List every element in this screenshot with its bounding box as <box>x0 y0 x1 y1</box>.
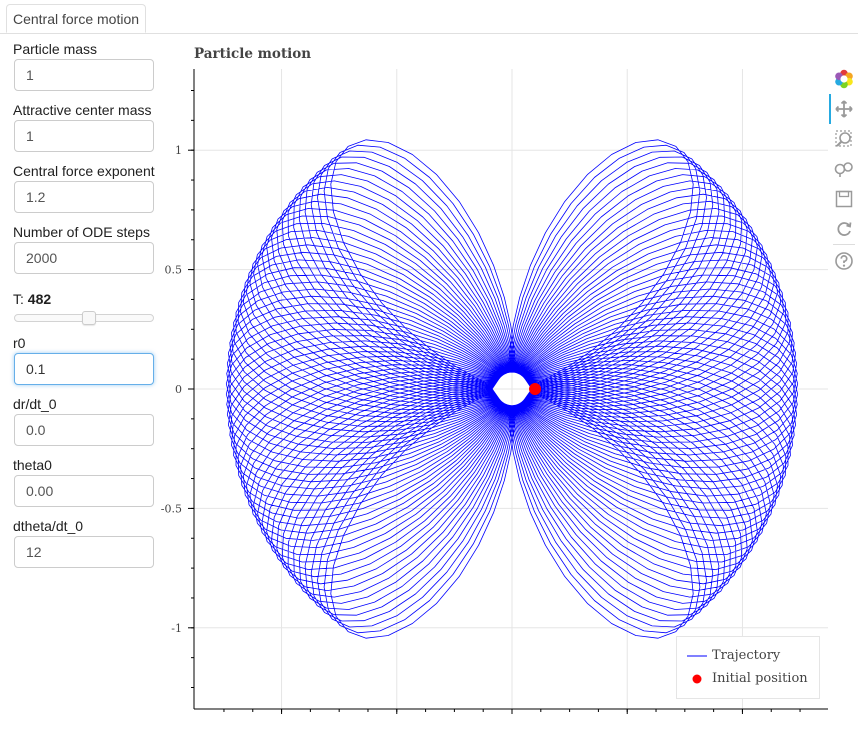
t-slider-value: 482 <box>27 291 52 307</box>
wheel-zoom-tool[interactable] <box>829 154 859 184</box>
legend-line-swatch <box>687 655 707 657</box>
help-icon <box>835 252 853 270</box>
tab-bar: Central force motion <box>0 0 862 34</box>
ode-steps-field: Number of ODE steps <box>13 221 155 282</box>
particle-mass-label: Particle mass <box>13 41 98 57</box>
y-tick-label: -1 <box>171 622 182 635</box>
r0-input[interactable] <box>14 353 154 385</box>
box-zoom-icon <box>835 130 852 147</box>
r0-field: r0 <box>13 332 155 393</box>
bokeh-logo-tool[interactable] <box>829 64 859 94</box>
initial-position-layer <box>529 383 542 395</box>
reset-tool[interactable] <box>829 214 859 244</box>
particle-mass-input[interactable] <box>14 59 154 91</box>
particle-mass-field: Particle mass <box>13 38 155 99</box>
center-mass-field: Attractive center mass <box>13 99 155 160</box>
help-tool[interactable] <box>829 246 859 276</box>
legend-item-initial-position: Initial position <box>677 670 821 692</box>
r0-label: r0 <box>13 335 26 351</box>
center-mass-label: Attractive center mass <box>13 102 152 118</box>
save-icon <box>835 190 853 208</box>
theta0-field: theta0 <box>13 454 155 515</box>
tab-central-force-motion[interactable]: Central force motion <box>6 4 146 33</box>
bokeh-logo-icon <box>835 69 853 89</box>
y-tick-label: 0 <box>175 383 182 396</box>
t-slider-label-text: T: <box>13 291 28 307</box>
exponent-field: Central force exponent <box>13 160 155 221</box>
drdt0-field: dr/dt_0 <box>13 393 155 454</box>
ode-steps-label: Number of ODE steps <box>13 224 150 240</box>
initial-position-point <box>529 383 542 395</box>
legend-item-trajectory: Trajectory <box>677 647 821 669</box>
plot-title: Particle motion <box>194 46 312 62</box>
controls-panel: Particle mass Attractive center mass Cen… <box>13 38 155 576</box>
legend-dot-swatch <box>692 674 702 684</box>
y-tick-label: -0.5 <box>161 502 182 515</box>
pan-icon <box>835 100 853 118</box>
exponent-label: Central force exponent <box>13 163 155 179</box>
reset-icon <box>837 222 852 236</box>
theta0-input[interactable] <box>14 475 154 507</box>
drdt0-input[interactable] <box>14 414 154 446</box>
center-mass-input[interactable] <box>14 120 154 152</box>
exponent-input[interactable] <box>14 181 154 213</box>
plot-canvas[interactable]: -1-0.500.5110.50-0.5-1 <box>158 64 828 714</box>
plot-axes: -1-0.500.5110.50-0.5-1 <box>161 69 828 714</box>
trajectory-line <box>225 139 799 639</box>
t-slider-handle[interactable] <box>82 311 96 325</box>
legend-label-trajectory: Trajectory <box>712 648 781 663</box>
wheel-zoom-icon <box>834 162 853 177</box>
save-tool[interactable] <box>829 184 859 214</box>
ode-steps-input[interactable] <box>14 242 154 274</box>
t-slider-field: T: 482 <box>13 282 155 332</box>
dthetadt0-input[interactable] <box>14 536 154 568</box>
legend-label-initial-position: Initial position <box>712 671 808 686</box>
dthetadt0-label: dtheta/dt_0 <box>13 518 84 534</box>
box-zoom-tool[interactable] <box>829 124 859 154</box>
pan-tool[interactable] <box>829 94 859 124</box>
theta0-label: theta0 <box>13 457 52 473</box>
y-tick-label: 0.5 <box>165 264 183 277</box>
tab-bar-divider <box>0 33 858 34</box>
trajectory-layer <box>225 139 799 639</box>
plot-legend: Trajectory Initial position <box>676 636 820 699</box>
y-tick-label: 1 <box>175 144 182 157</box>
drdt0-label: dr/dt_0 <box>13 396 57 412</box>
plot-grid <box>194 69 828 709</box>
toolbar-separator <box>833 244 855 245</box>
t-slider-label: T: 482 <box>13 291 51 307</box>
dthetadt0-field: dtheta/dt_0 <box>13 515 155 576</box>
